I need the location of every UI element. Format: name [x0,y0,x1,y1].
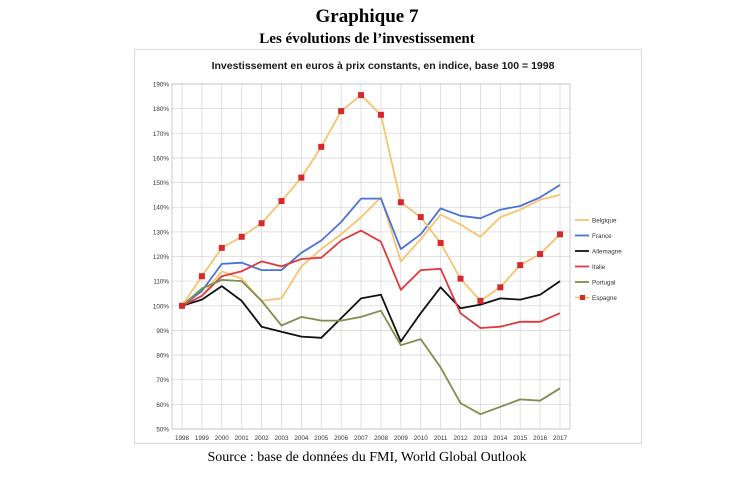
y-tick-label: 170% [153,131,170,138]
y-tick-label: 180% [153,106,170,113]
x-tick-label: 2007 [354,435,369,442]
series-line-espagne [181,94,561,307]
legend: Belgique France Allemagne Italie Portugal Esp… [575,217,622,302]
x-tick-label: 2000 [215,435,230,442]
y-tick-label: 70% [156,377,169,384]
x-tick-label: 2003 [274,435,289,442]
source-note: Source : base de données du FMI, World G… [207,450,527,465]
x-tick-label: 2013 [473,435,488,442]
legend-label-belgique: Belgique [592,217,617,224]
data-point-espagne [377,111,384,118]
y-tick-label: 190% [153,82,170,89]
legend-label-espagne: Espagne [592,295,617,302]
data-point-espagne [457,275,464,282]
data-point-espagne [198,273,205,280]
y-tick-label: 150% [153,180,170,187]
data-point-espagne [537,251,544,258]
data-point-espagne [258,220,265,227]
y-tick-label: 110% [153,279,169,286]
figure-subtitle: Les évolutions de l’investissement [259,31,475,47]
data-point-espagne [417,214,424,221]
y-tick-label: 80% [156,353,169,360]
line-chart: Investissement en euros à prix constants… [153,60,622,442]
y-tick-label: 120% [153,254,170,261]
x-tick-label: 2004 [294,435,309,442]
x-tick-label: 1999 [195,435,210,442]
x-tick-label: 2006 [334,435,349,442]
grid [172,83,570,430]
y-tick-label: 60% [156,402,169,409]
data-point-espagne [517,262,524,269]
data-point-espagne [218,244,225,251]
data-point-espagne [557,231,563,238]
data-point-espagne [318,143,325,150]
data-point-espagne [238,233,245,240]
data-point-espagne [477,297,484,304]
x-tick-label: 2010 [414,435,429,442]
series-line-portugal [181,278,561,416]
data-point-espagne [397,199,404,206]
legend-label-portugal: Portugal [592,279,615,286]
y-tick-label: 90% [156,328,169,335]
legend-label-allemagne: Allemagne [592,248,622,255]
axes: 50% 60% 70% 80% 90% 100% 110% 120% 130% 140% 150% 1… [153,82,571,442]
y-tick-label: 160% [153,155,170,162]
series-line-belgique [181,194,561,307]
figure-title: Graphique 7 [315,6,419,27]
legend-label-france: France [592,233,612,240]
data-point-espagne [497,284,504,291]
legend-label-italie: Italie [592,264,606,271]
y-tick-label: 140% [153,205,170,212]
x-tick-label: 2008 [374,435,389,442]
x-tick-label: 2017 [553,435,568,442]
data-point-espagne [298,174,305,181]
x-tick-label: 2012 [454,435,469,442]
y-tick-label: 50% [156,427,169,434]
x-tick-label: 2002 [255,435,270,442]
data-point-espagne [437,239,444,246]
x-tick-label: 2005 [314,435,329,442]
x-tick-label: 2016 [533,435,548,442]
data-point-espagne [278,198,285,205]
x-tick-label: 2001 [235,435,250,442]
x-tick-label: 2009 [394,435,409,442]
x-tick-label: 1998 [175,435,190,442]
x-tick-label: 2015 [513,435,528,442]
plot-area-border [171,83,571,430]
series-line-italie [181,229,561,329]
series-line-allemagne [181,280,561,343]
chart-container: Investissement en euros à prix constants… [134,49,642,444]
y-tick-label: 100% [153,303,170,310]
x-tick-label: 2014 [493,435,508,442]
data-point-espagne [179,302,185,309]
x-tick-label: 2011 [434,435,448,442]
data-point-espagne [338,108,345,115]
chart-title: Investissement en euros à prix constants… [212,60,555,72]
legend-marker-espagne [580,295,585,300]
series-line-france [181,184,561,307]
y-tick-label: 130% [153,229,170,236]
data-point-espagne [358,92,365,99]
series-layer [179,92,563,416]
